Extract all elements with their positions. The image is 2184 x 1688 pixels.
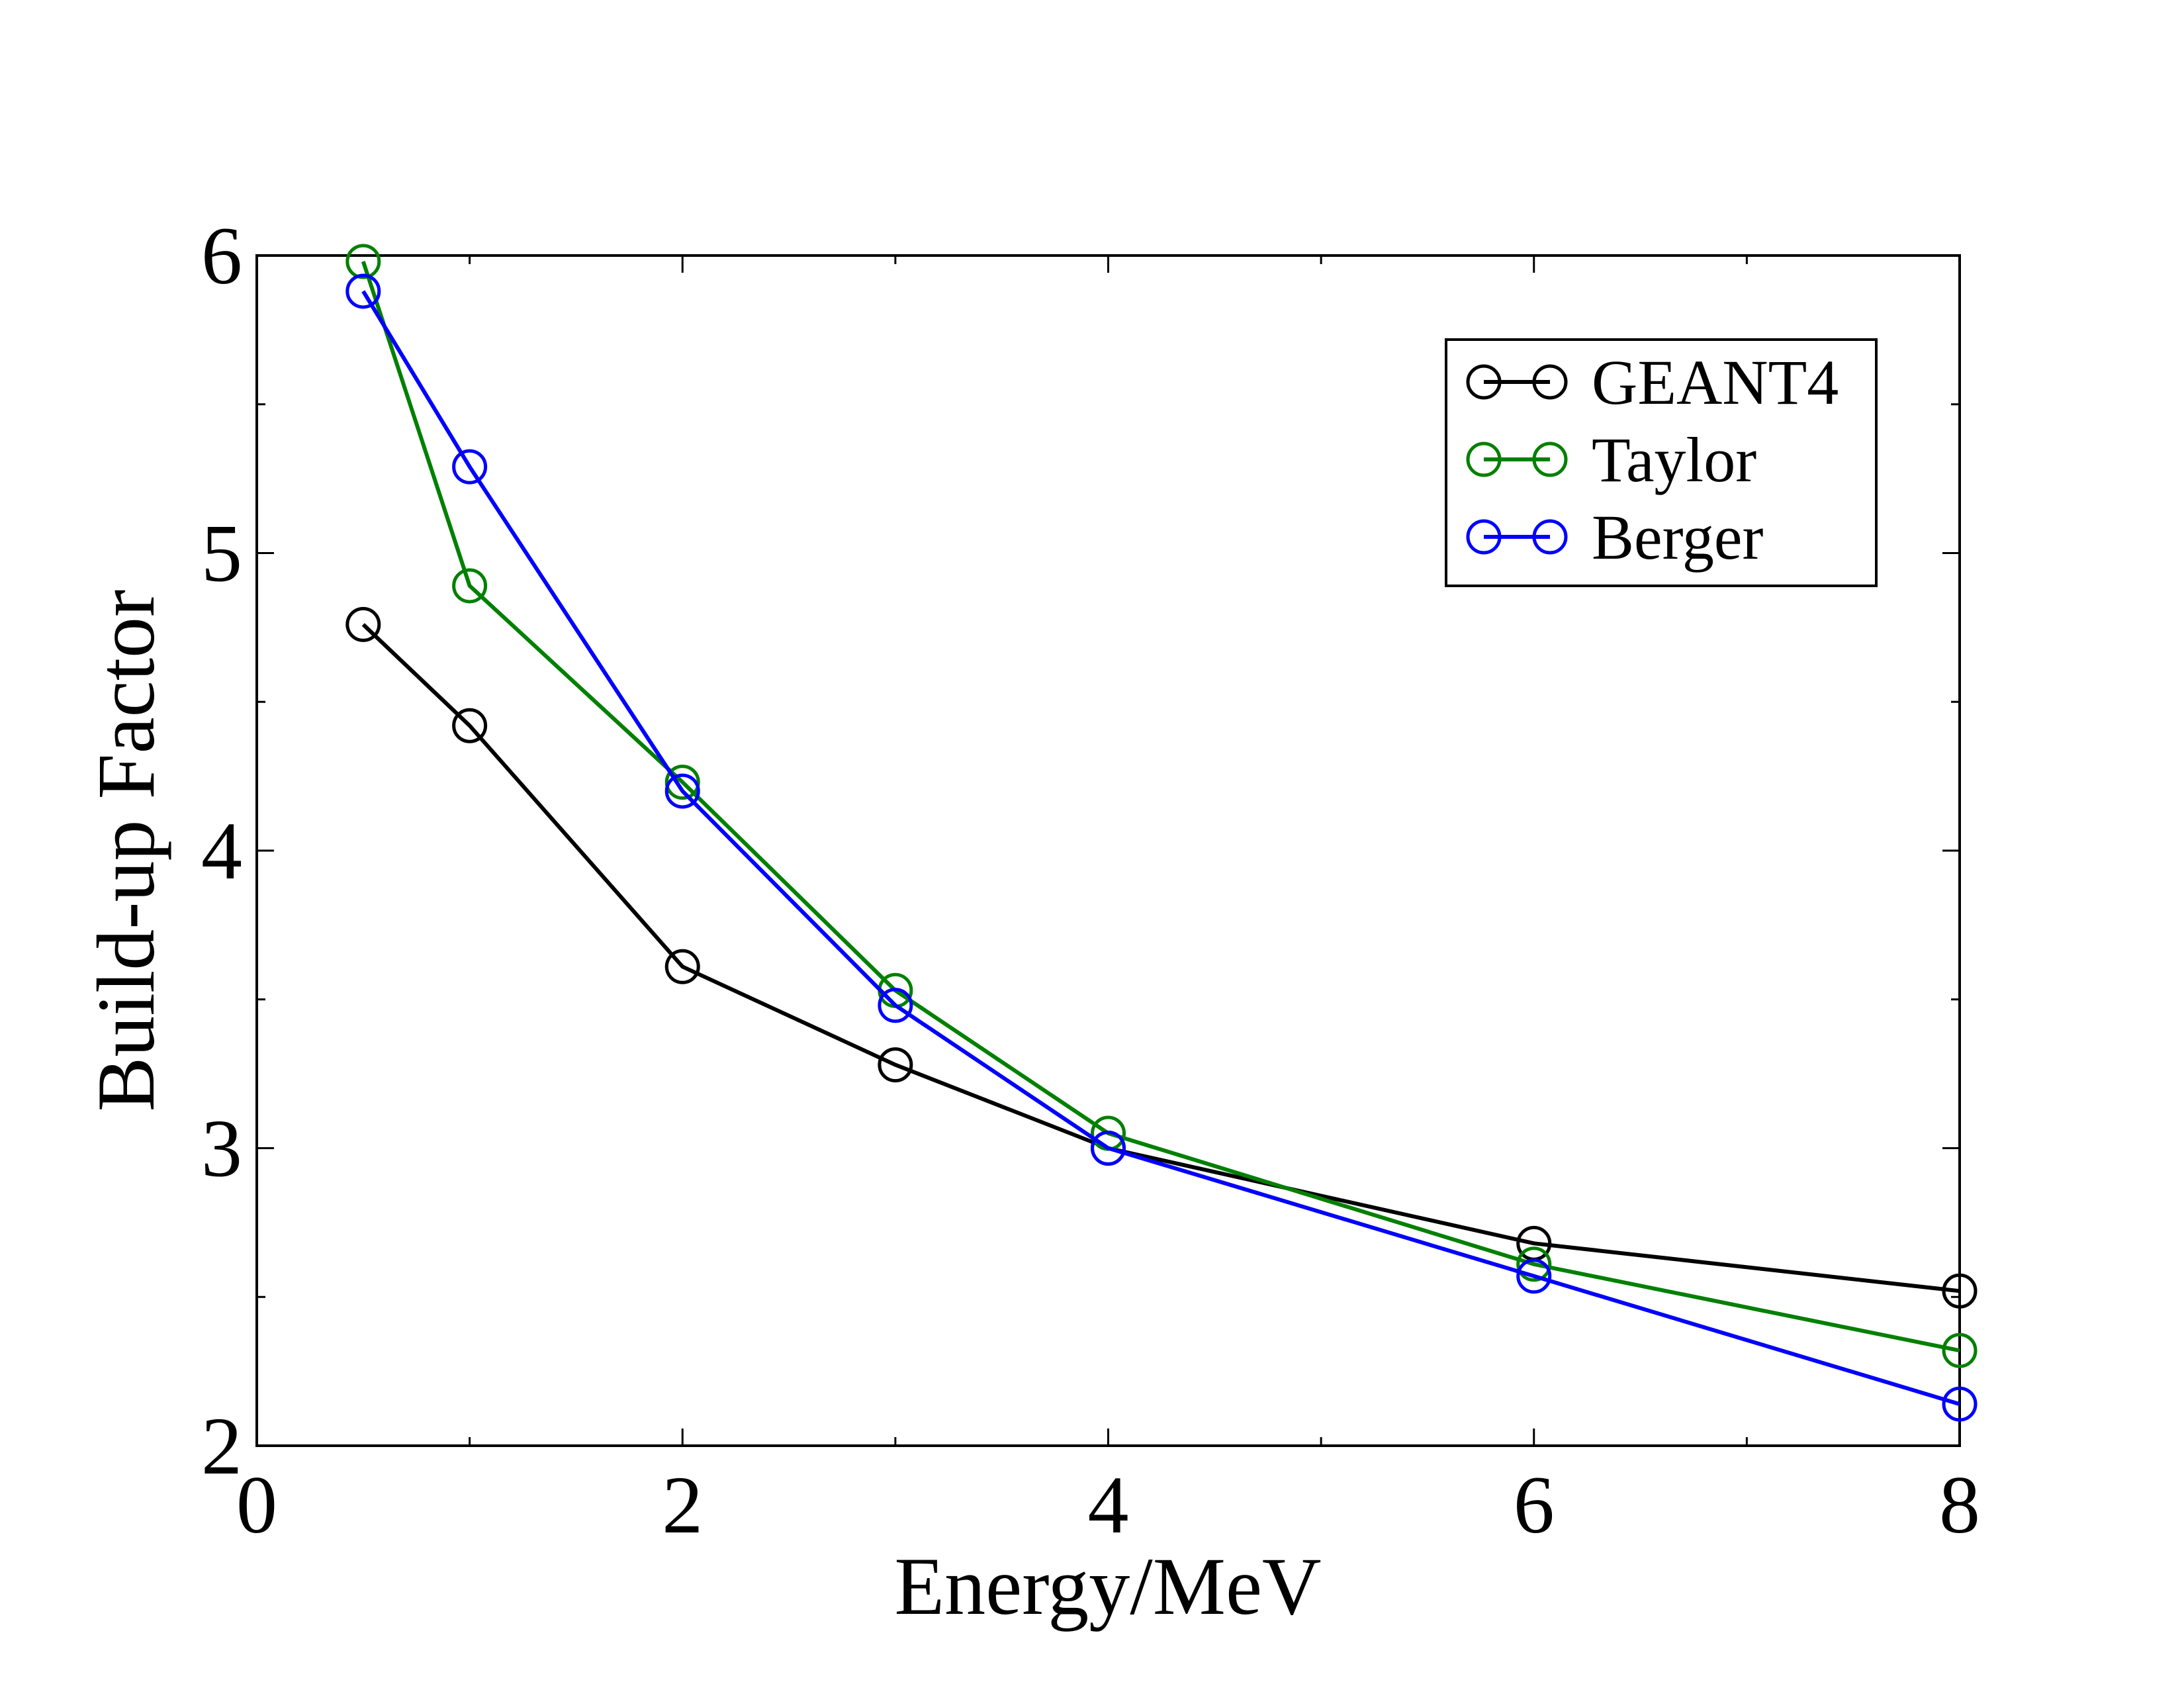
legend-label-taylor: Taylor (1592, 424, 1756, 495)
data-point-berger (664, 773, 700, 809)
y-tick-label: 2 (201, 1401, 242, 1491)
data-point-berger (878, 988, 913, 1023)
x-tick-label: 0 (236, 1460, 277, 1550)
x-tick-label: 6 (1514, 1460, 1555, 1550)
data-point-geant4 (452, 708, 488, 743)
data-point-berger (1942, 1386, 1978, 1422)
data-point-berger (1516, 1258, 1552, 1294)
y-axis-title: Build-up Factor (81, 590, 171, 1112)
series-line-geant4 (361, 623, 1960, 1293)
y-tick-label: 3 (201, 1103, 242, 1194)
series-line-berger (361, 290, 1960, 1406)
data-point-geant4 (345, 606, 381, 642)
y-tick-label: 4 (201, 806, 242, 896)
x-tick-label: 8 (1939, 1460, 1980, 1550)
data-point-taylor (1942, 1333, 1978, 1368)
data-point-taylor (345, 244, 381, 279)
legend-marker-geant4 (1532, 364, 1568, 400)
y-tick-label: 5 (201, 508, 242, 599)
x-axis-title: Energy/MeV (894, 1541, 1321, 1632)
data-point-geant4 (1942, 1273, 1978, 1309)
legend-marker-berger (1532, 519, 1568, 555)
data-point-geant4 (878, 1047, 913, 1083)
legend-marker-taylor (1466, 442, 1502, 477)
data-point-berger (452, 449, 488, 485)
series-layer (345, 244, 1978, 1422)
data-point-taylor (452, 568, 488, 604)
legend-marker-geant4 (1466, 364, 1502, 400)
legend-label-geant4: GEANT4 (1592, 347, 1839, 418)
legend-label-berger: Berger (1592, 502, 1763, 573)
x-tick-label: 2 (662, 1460, 703, 1550)
data-point-geant4 (664, 949, 700, 984)
y-tick-label: 6 (201, 211, 242, 301)
data-point-taylor (664, 765, 700, 800)
axis-ticks (255, 254, 1961, 1447)
data-point-berger (1091, 1131, 1126, 1166)
data-point-berger (345, 273, 381, 309)
data-point-taylor (1516, 1246, 1552, 1282)
legend-marker-taylor (1532, 442, 1568, 477)
legend-marker-berger (1466, 519, 1502, 555)
x-tick-label: 4 (1088, 1460, 1129, 1550)
